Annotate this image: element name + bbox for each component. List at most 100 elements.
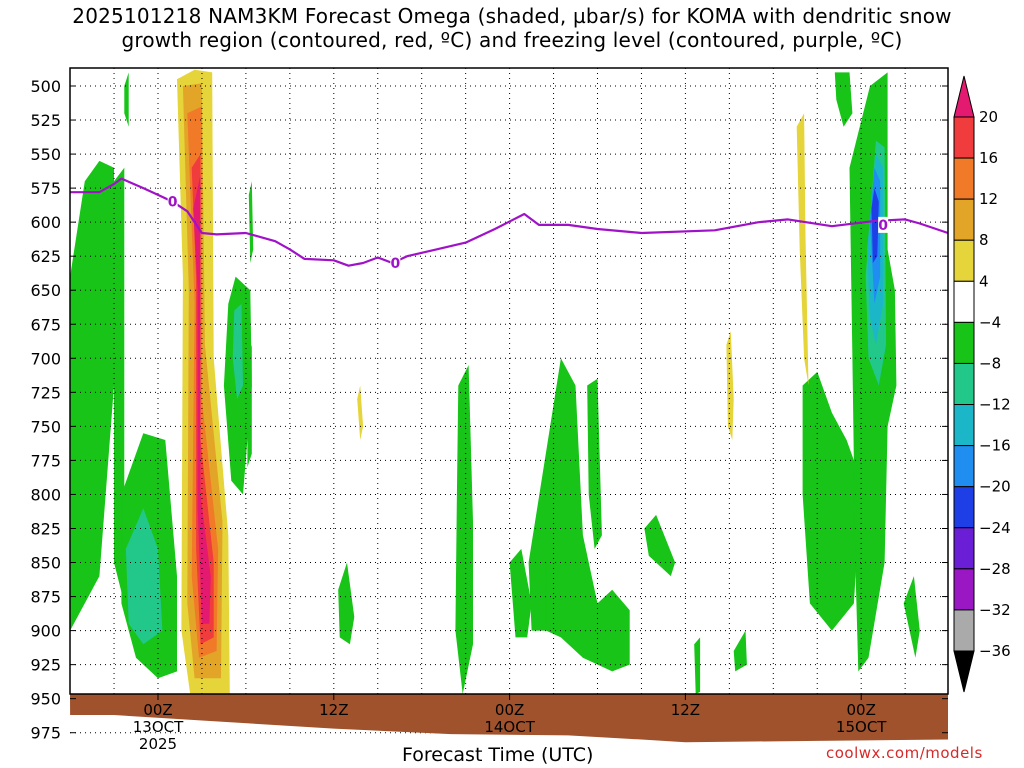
omega-region-31 — [193, 174, 211, 624]
y-tick-label-900: 900 — [30, 622, 61, 641]
y-tick-label-700: 700 — [30, 349, 61, 368]
omega-region-12 — [528, 358, 630, 672]
colorbar-box-1 — [953, 157, 975, 200]
y-axis: 500 525 550 575 600 625 650 675 700 725 750 775 800 8… — [30, 77, 948, 743]
omega-region-17 — [733, 630, 747, 672]
colorbar-label-5: −4 — [979, 313, 1001, 331]
y-tick-label-675: 675 — [30, 315, 61, 334]
colorbar-label-7: −12 — [979, 396, 1011, 414]
x-tick-label-12-0: 12Z — [319, 701, 348, 719]
colorbar-box-2 — [953, 198, 975, 241]
colorbar-bottom-arrow — [953, 650, 975, 693]
freezing-level-label-1: 0 — [390, 256, 400, 272]
title-line-2: growth region (contoured, red, ºC) and f… — [121, 28, 903, 52]
colorbar-label-10: −24 — [979, 519, 1011, 537]
omega-region-14 — [587, 378, 602, 549]
colorbar: 20 16 12 8 4 −4 −8 −12 −16 −20 −24 −28 −32 −36 — [953, 75, 1011, 693]
colorbar-label-13: −36 — [979, 642, 1011, 660]
freezing-level-label-0: 0 — [168, 195, 178, 211]
x-tick-label-24-0: 00Z — [495, 701, 524, 719]
colorbar-label-6: −8 — [979, 354, 1001, 372]
colorbar-box-0 — [953, 116, 975, 159]
x-tick-label-48-1: 15OCT — [836, 718, 887, 736]
chart-title: 2025101218 NAM3KM Forecast Omega (shaded… — [0, 4, 1024, 52]
colorbar-box-8 — [953, 445, 975, 488]
omega-region-33 — [726, 331, 734, 440]
omega-region-20 — [849, 72, 897, 672]
omega-region-34 — [796, 113, 809, 386]
omega-region-6 — [232, 303, 243, 400]
colorbar-box-10 — [953, 527, 975, 570]
x-tick-label-48-0: 00Z — [847, 701, 876, 719]
freezing-label-bg-0 — [167, 193, 178, 210]
omega-region-18 — [802, 371, 862, 631]
y-tick-label-550: 550 — [30, 145, 61, 164]
colorbar-label-2: 12 — [979, 190, 998, 208]
plot-frame — [69, 67, 949, 695]
y-tick-label-600: 600 — [30, 213, 61, 232]
colorbar-box-12 — [953, 609, 975, 652]
y-tick-label-850: 850 — [30, 554, 61, 573]
omega-region-0 — [70, 160, 114, 631]
colorbar-label-12: −32 — [979, 601, 1011, 619]
omega-region-13 — [546, 562, 561, 631]
omega-region-32 — [357, 385, 364, 440]
freezing-level-layer: 0 0 0 — [70, 177, 949, 272]
colorbar-label-1: 16 — [979, 149, 998, 167]
y-tick-label-925: 925 — [30, 656, 61, 675]
colorbar-box-9 — [953, 486, 975, 529]
colorbar-label-3: 8 — [979, 231, 989, 249]
colorbar-box-7 — [953, 404, 975, 447]
title-line-1: 2025101218 NAM3KM Forecast Omega (shaded… — [72, 4, 952, 28]
colorbar-box-5 — [953, 321, 975, 364]
colorbar-box-11 — [953, 568, 975, 611]
colorbar-label-9: −20 — [979, 478, 1011, 496]
omega-region-9 — [338, 562, 355, 645]
colorbar-label-11: −28 — [979, 560, 1011, 578]
colorbar-label-8: −16 — [979, 437, 1011, 455]
omega-region-8 — [247, 344, 252, 468]
y-tick-label-775: 775 — [30, 451, 61, 470]
ground-surface — [70, 694, 948, 743]
x-axis-label: Forecast Time (UTC) — [402, 744, 594, 766]
y-tick-label-950: 950 — [30, 690, 61, 709]
y-tick-label-975: 975 — [30, 724, 61, 743]
freezing-label-bg-2 — [878, 216, 889, 233]
x-tick-label-24-1: 14OCT — [484, 718, 535, 736]
y-tick-label-800: 800 — [30, 485, 61, 504]
x-tick-label-36-0: 12Z — [671, 701, 700, 719]
freezing-label-bg-1 — [390, 254, 401, 271]
omega-region-16 — [694, 637, 701, 694]
y-tick-label-525: 525 — [30, 111, 61, 130]
colorbar-box-4 — [953, 280, 975, 323]
ground-layer — [70, 694, 948, 743]
y-tick-label-725: 725 — [30, 383, 61, 402]
y-tick-label-575: 575 — [30, 179, 61, 198]
omega-region-3 — [125, 508, 163, 645]
y-tick-label-500: 500 — [30, 77, 61, 96]
y-tick-label-650: 650 — [30, 281, 61, 300]
x-tick-label-0-0: 00Z — [143, 701, 172, 719]
omega-region-10 — [455, 365, 473, 694]
colorbar-label-0: 20 — [979, 108, 998, 126]
y-tick-label-750: 750 — [30, 417, 61, 436]
x-tick-label-0-2: 2025 — [139, 735, 177, 753]
freezing-level-label-2: 0 — [878, 218, 888, 234]
omega-region-24 — [871, 188, 879, 263]
omega-region-4 — [124, 72, 129, 127]
credit-text: coolwx.com/models — [826, 744, 983, 762]
omega-region-19 — [834, 72, 853, 127]
omega-region-11 — [509, 548, 532, 638]
omega-region-15 — [644, 514, 676, 577]
colorbar-label-4: 4 — [979, 272, 989, 290]
colorbar-box-3 — [953, 239, 975, 282]
y-tick-label-825: 825 — [30, 519, 61, 538]
x-tick-label-0-1: 13OCT — [133, 718, 184, 736]
colorbar-top-arrow — [953, 75, 975, 118]
colorbar-box-6 — [953, 362, 975, 406]
y-tick-label-625: 625 — [30, 247, 61, 266]
omega-region-25 — [903, 576, 920, 658]
y-tick-label-875: 875 — [30, 588, 61, 607]
